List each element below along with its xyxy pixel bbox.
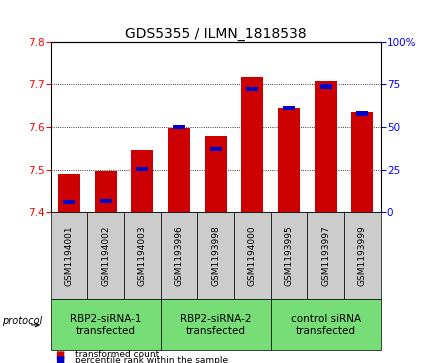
Bar [241, 77, 263, 212]
Text: GSM1193998: GSM1193998 [211, 225, 220, 286]
Bar [58, 174, 80, 212]
Bar [99, 199, 112, 203]
Bar [283, 106, 295, 110]
Text: GSM1193999: GSM1193999 [358, 225, 367, 286]
Bar [205, 136, 227, 212]
Text: control siRNA
transfected: control siRNA transfected [290, 314, 361, 336]
Text: GSM1194001: GSM1194001 [64, 225, 73, 286]
Text: GSM1194000: GSM1194000 [248, 225, 257, 286]
Bar [246, 86, 258, 91]
Bar [136, 167, 148, 171]
Bar [63, 200, 75, 204]
Bar [168, 128, 190, 212]
Bar [278, 108, 300, 212]
Text: ■: ■ [55, 355, 64, 363]
Text: GSM1193996: GSM1193996 [174, 225, 183, 286]
Bar [315, 81, 337, 212]
Bar [131, 150, 153, 212]
Text: protocol: protocol [2, 315, 42, 326]
Text: GSM1193997: GSM1193997 [321, 225, 330, 286]
Bar [351, 112, 373, 212]
Text: RBP2-siRNA-2
transfected: RBP2-siRNA-2 transfected [180, 314, 251, 336]
Text: transformed count: transformed count [75, 350, 159, 359]
Text: GSM1194003: GSM1194003 [138, 225, 147, 286]
Bar [173, 125, 185, 129]
Text: GSM1194002: GSM1194002 [101, 226, 110, 286]
Bar [319, 85, 332, 89]
Text: ■: ■ [55, 350, 64, 360]
Bar [209, 147, 222, 151]
Text: RBP2-siRNA-1
transfected: RBP2-siRNA-1 transfected [70, 314, 141, 336]
Bar [95, 171, 117, 212]
Text: GSM1193995: GSM1193995 [284, 225, 293, 286]
Title: GDS5355 / ILMN_1818538: GDS5355 / ILMN_1818538 [125, 27, 306, 41]
Text: percentile rank within the sample: percentile rank within the sample [75, 356, 228, 363]
Bar [356, 111, 368, 115]
